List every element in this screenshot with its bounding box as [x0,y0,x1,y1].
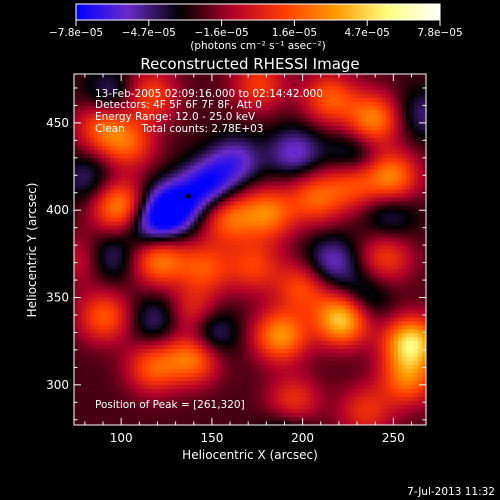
x-tick-label: 200 [291,431,314,445]
heatmap-image [74,74,426,425]
x-axis-label: Heliocentric X (arcsec) [182,448,318,462]
annotation-detectors: Detectors: 4F 5F 6F 7F 8F, Att 0 [95,99,262,111]
colorbar-tick-label: 4.7e−05 [345,27,390,39]
annotation-energy-range: Energy Range: 12.0 - 25.0 keV [95,111,256,123]
y-tick-label: 450 [46,116,69,130]
source-marker [185,193,191,199]
x-tick-label: 250 [382,431,405,445]
colorbar-tick-label: 1.6e−05 [272,27,317,39]
axis-ticks: 100 150 200 250 300 350 400 450 [46,74,426,445]
plot-frame [73,73,427,426]
y-tick-label: 350 [46,291,69,305]
colorbar-tick-label: −1.6e−05 [195,27,249,39]
y-axis-label: Heliocentric Y (arcsec) [25,183,39,318]
peak-position-label: Position of Peak = [261,320] [95,399,245,411]
annotation-clean-counts: Clean Total counts: 2.78E+03 [95,123,264,135]
colorbar-tick-label: −7.8e−05 [49,27,103,39]
annotation-time-range: 13-Feb-2005 02:09:16.000 to 02:14:42.000 [95,88,323,100]
x-tick-label: 150 [200,431,223,445]
y-tick-label: 300 [46,378,69,392]
chart-title: Reconstructed RHESSI Image [140,55,359,73]
colorbar: −7.8e−05 −4.7e−05 −1.6e−05 1.6e−05 4.7e−05 7.… [49,3,463,52]
colorbar-scale [75,3,441,21]
colorbar-ticks: −7.8e−05 −4.7e−05 −1.6e−05 1.6e−05 4.7e−05 7.… [49,20,463,39]
annotations: 13-Feb-2005 02:09:16.000 to 02:14:42.000… [95,88,323,411]
y-tick-label: 400 [46,203,69,217]
plot-area: 13-Feb-2005 02:09:16.000 to 02:14:42.000… [46,73,427,445]
colorbar-tick-label: −4.7e−05 [122,27,176,39]
colorbar-units: (photons cm⁻² s⁻¹ asec⁻²) [190,40,325,52]
timestamp: 7-Jul-2013 11:32 [407,486,495,498]
x-tick-label: 100 [110,431,133,445]
colorbar-tick-label: 7.8e−05 [417,27,462,39]
